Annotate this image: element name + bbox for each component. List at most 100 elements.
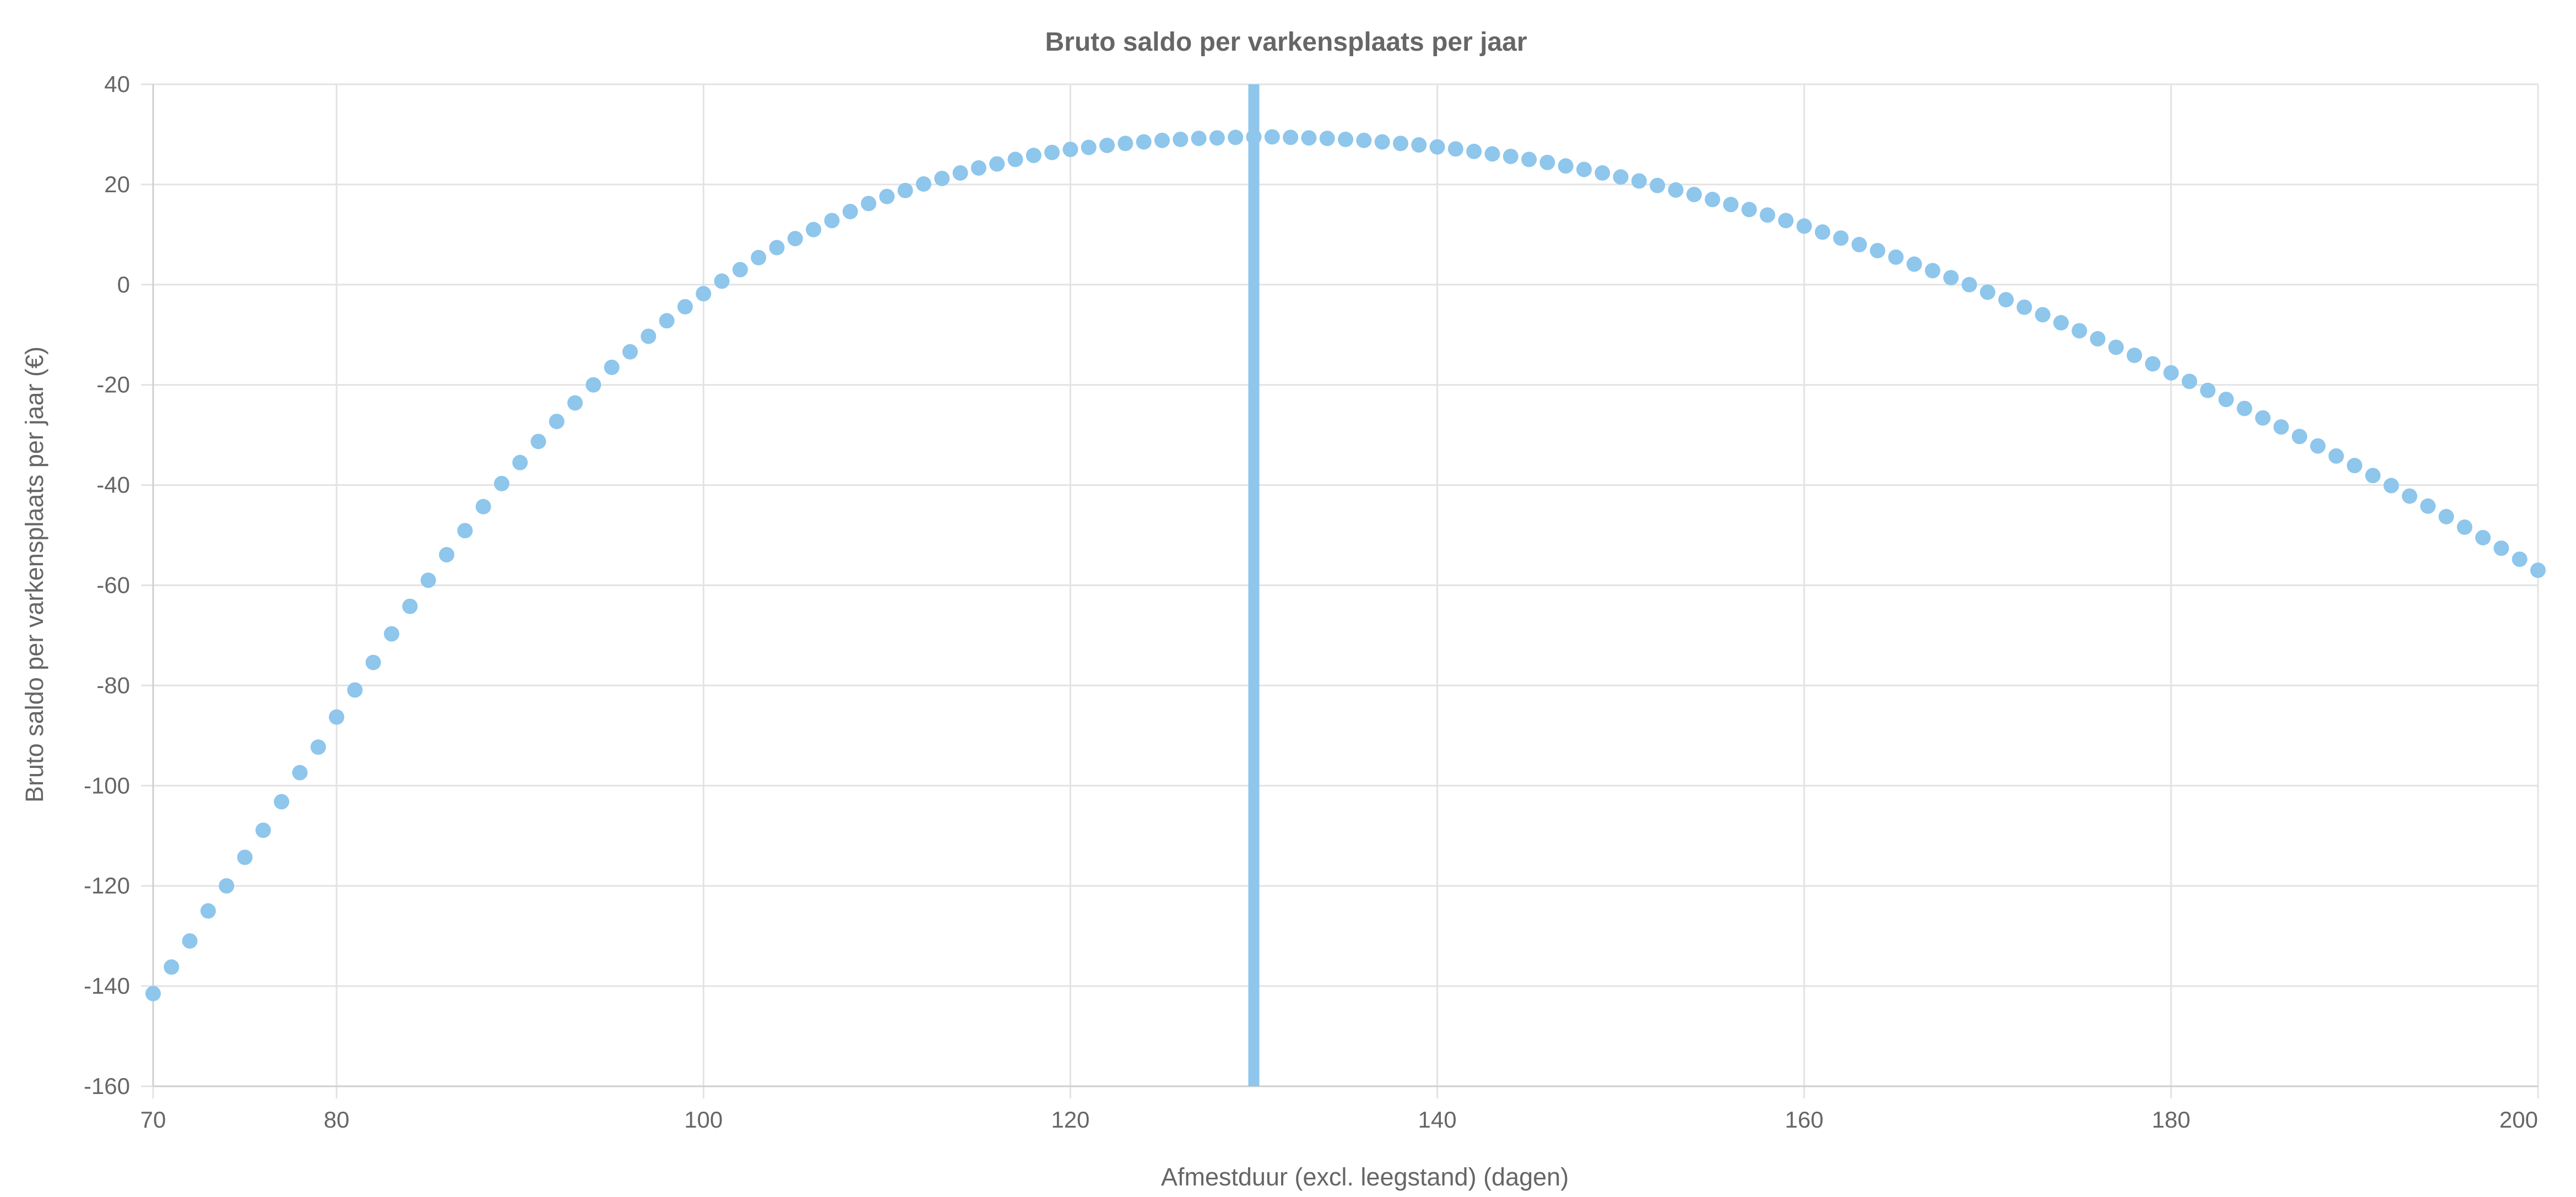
data-point (1851, 237, 1867, 253)
data-point (1815, 224, 1830, 240)
data-point (1558, 158, 1574, 174)
data-point (1778, 213, 1794, 229)
data-point (438, 547, 454, 563)
data-point (2530, 562, 2546, 578)
x-tick-label: 70 (140, 1107, 166, 1133)
data-point (1484, 146, 1500, 162)
y-tick-label: 0 (117, 272, 130, 297)
data-point (1961, 277, 1977, 293)
data-point (1760, 207, 1776, 223)
data-point (2438, 508, 2454, 524)
data-point (1191, 131, 1207, 147)
y-axis-title: Bruto saldo per varkensplaats per jaar (… (20, 346, 48, 803)
data-point (2200, 382, 2216, 398)
x-tick-label: 100 (684, 1107, 723, 1133)
data-point (751, 250, 767, 266)
data-point (1007, 151, 1023, 167)
data-point (310, 739, 326, 755)
y-tick-label: -100 (84, 772, 130, 798)
data-points (145, 129, 2546, 1001)
data-point (2237, 400, 2253, 416)
data-point (457, 523, 473, 539)
data-point (1228, 129, 1244, 145)
data-point (2273, 419, 2289, 435)
data-point (549, 414, 565, 430)
data-point (604, 359, 620, 375)
data-point (2512, 551, 2528, 567)
data-point (2383, 478, 2399, 494)
data-point (1356, 132, 1372, 148)
data-point (622, 344, 638, 360)
data-point (329, 709, 345, 725)
data-point (2145, 356, 2161, 372)
data-point (714, 273, 730, 289)
data-point (530, 434, 546, 449)
data-point (970, 160, 986, 176)
x-tick-label: 140 (1418, 1107, 1456, 1133)
data-point (1301, 130, 1317, 146)
data-point (2163, 365, 2179, 381)
data-point (2292, 429, 2307, 445)
y-tick-label: -140 (84, 973, 130, 999)
x-tick-label: 200 (2499, 1107, 2538, 1133)
data-point (2346, 458, 2362, 474)
data-point (274, 794, 290, 810)
data-point (879, 188, 895, 204)
data-point (677, 299, 693, 315)
data-point (1264, 129, 1280, 145)
y-tick-label: -60 (96, 572, 130, 598)
data-point (1650, 177, 1666, 193)
data-point (2493, 540, 2509, 556)
data-point (934, 170, 950, 186)
data-point (1980, 284, 1995, 300)
data-point (1319, 131, 1335, 147)
data-point (585, 377, 601, 393)
data-point (769, 240, 785, 256)
data-point (897, 182, 913, 198)
y-tick-label: 40 (104, 71, 130, 97)
data-point (1099, 137, 1115, 153)
data-point (732, 262, 748, 278)
data-point (2310, 438, 2326, 454)
data-point (1521, 151, 1537, 167)
data-point (2182, 373, 2198, 389)
data-point (1392, 136, 1408, 151)
data-point (1118, 136, 1134, 151)
data-point (1466, 143, 1482, 159)
data-point (292, 765, 308, 781)
data-point (2420, 498, 2436, 514)
data-point (1503, 148, 1519, 164)
data-point (1613, 169, 1629, 185)
data-point (2401, 488, 2417, 504)
data-point (1943, 270, 1959, 286)
data-point (824, 213, 840, 229)
x-axis-title: Afmestduur (excl. leegstand) (dagen) (1161, 1163, 1569, 1191)
data-point (475, 499, 491, 514)
data-point (1447, 141, 1463, 157)
x-tick-label: 160 (1785, 1107, 1824, 1133)
data-point (347, 682, 363, 698)
data-point (842, 204, 858, 220)
data-point (1338, 132, 1353, 148)
y-tick-label: -80 (96, 672, 130, 698)
data-point (145, 985, 161, 1001)
data-point (1631, 173, 1647, 189)
data-point (1026, 148, 1042, 164)
data-point (512, 454, 528, 470)
data-point (1668, 182, 1684, 198)
data-point (1869, 242, 1885, 258)
data-point (2255, 410, 2271, 426)
data-point (2475, 530, 2491, 546)
data-point (2108, 339, 2124, 355)
data-point (1705, 192, 1721, 208)
data-point (493, 475, 509, 491)
data-point (1062, 142, 1078, 158)
data-point (1081, 139, 1097, 155)
x-tick-label: 80 (324, 1107, 350, 1133)
data-point (1044, 144, 1060, 160)
data-point (1595, 165, 1610, 181)
data-point (1796, 218, 1812, 234)
data-point (1283, 129, 1299, 145)
data-point (1154, 132, 1170, 148)
data-point (787, 231, 803, 247)
